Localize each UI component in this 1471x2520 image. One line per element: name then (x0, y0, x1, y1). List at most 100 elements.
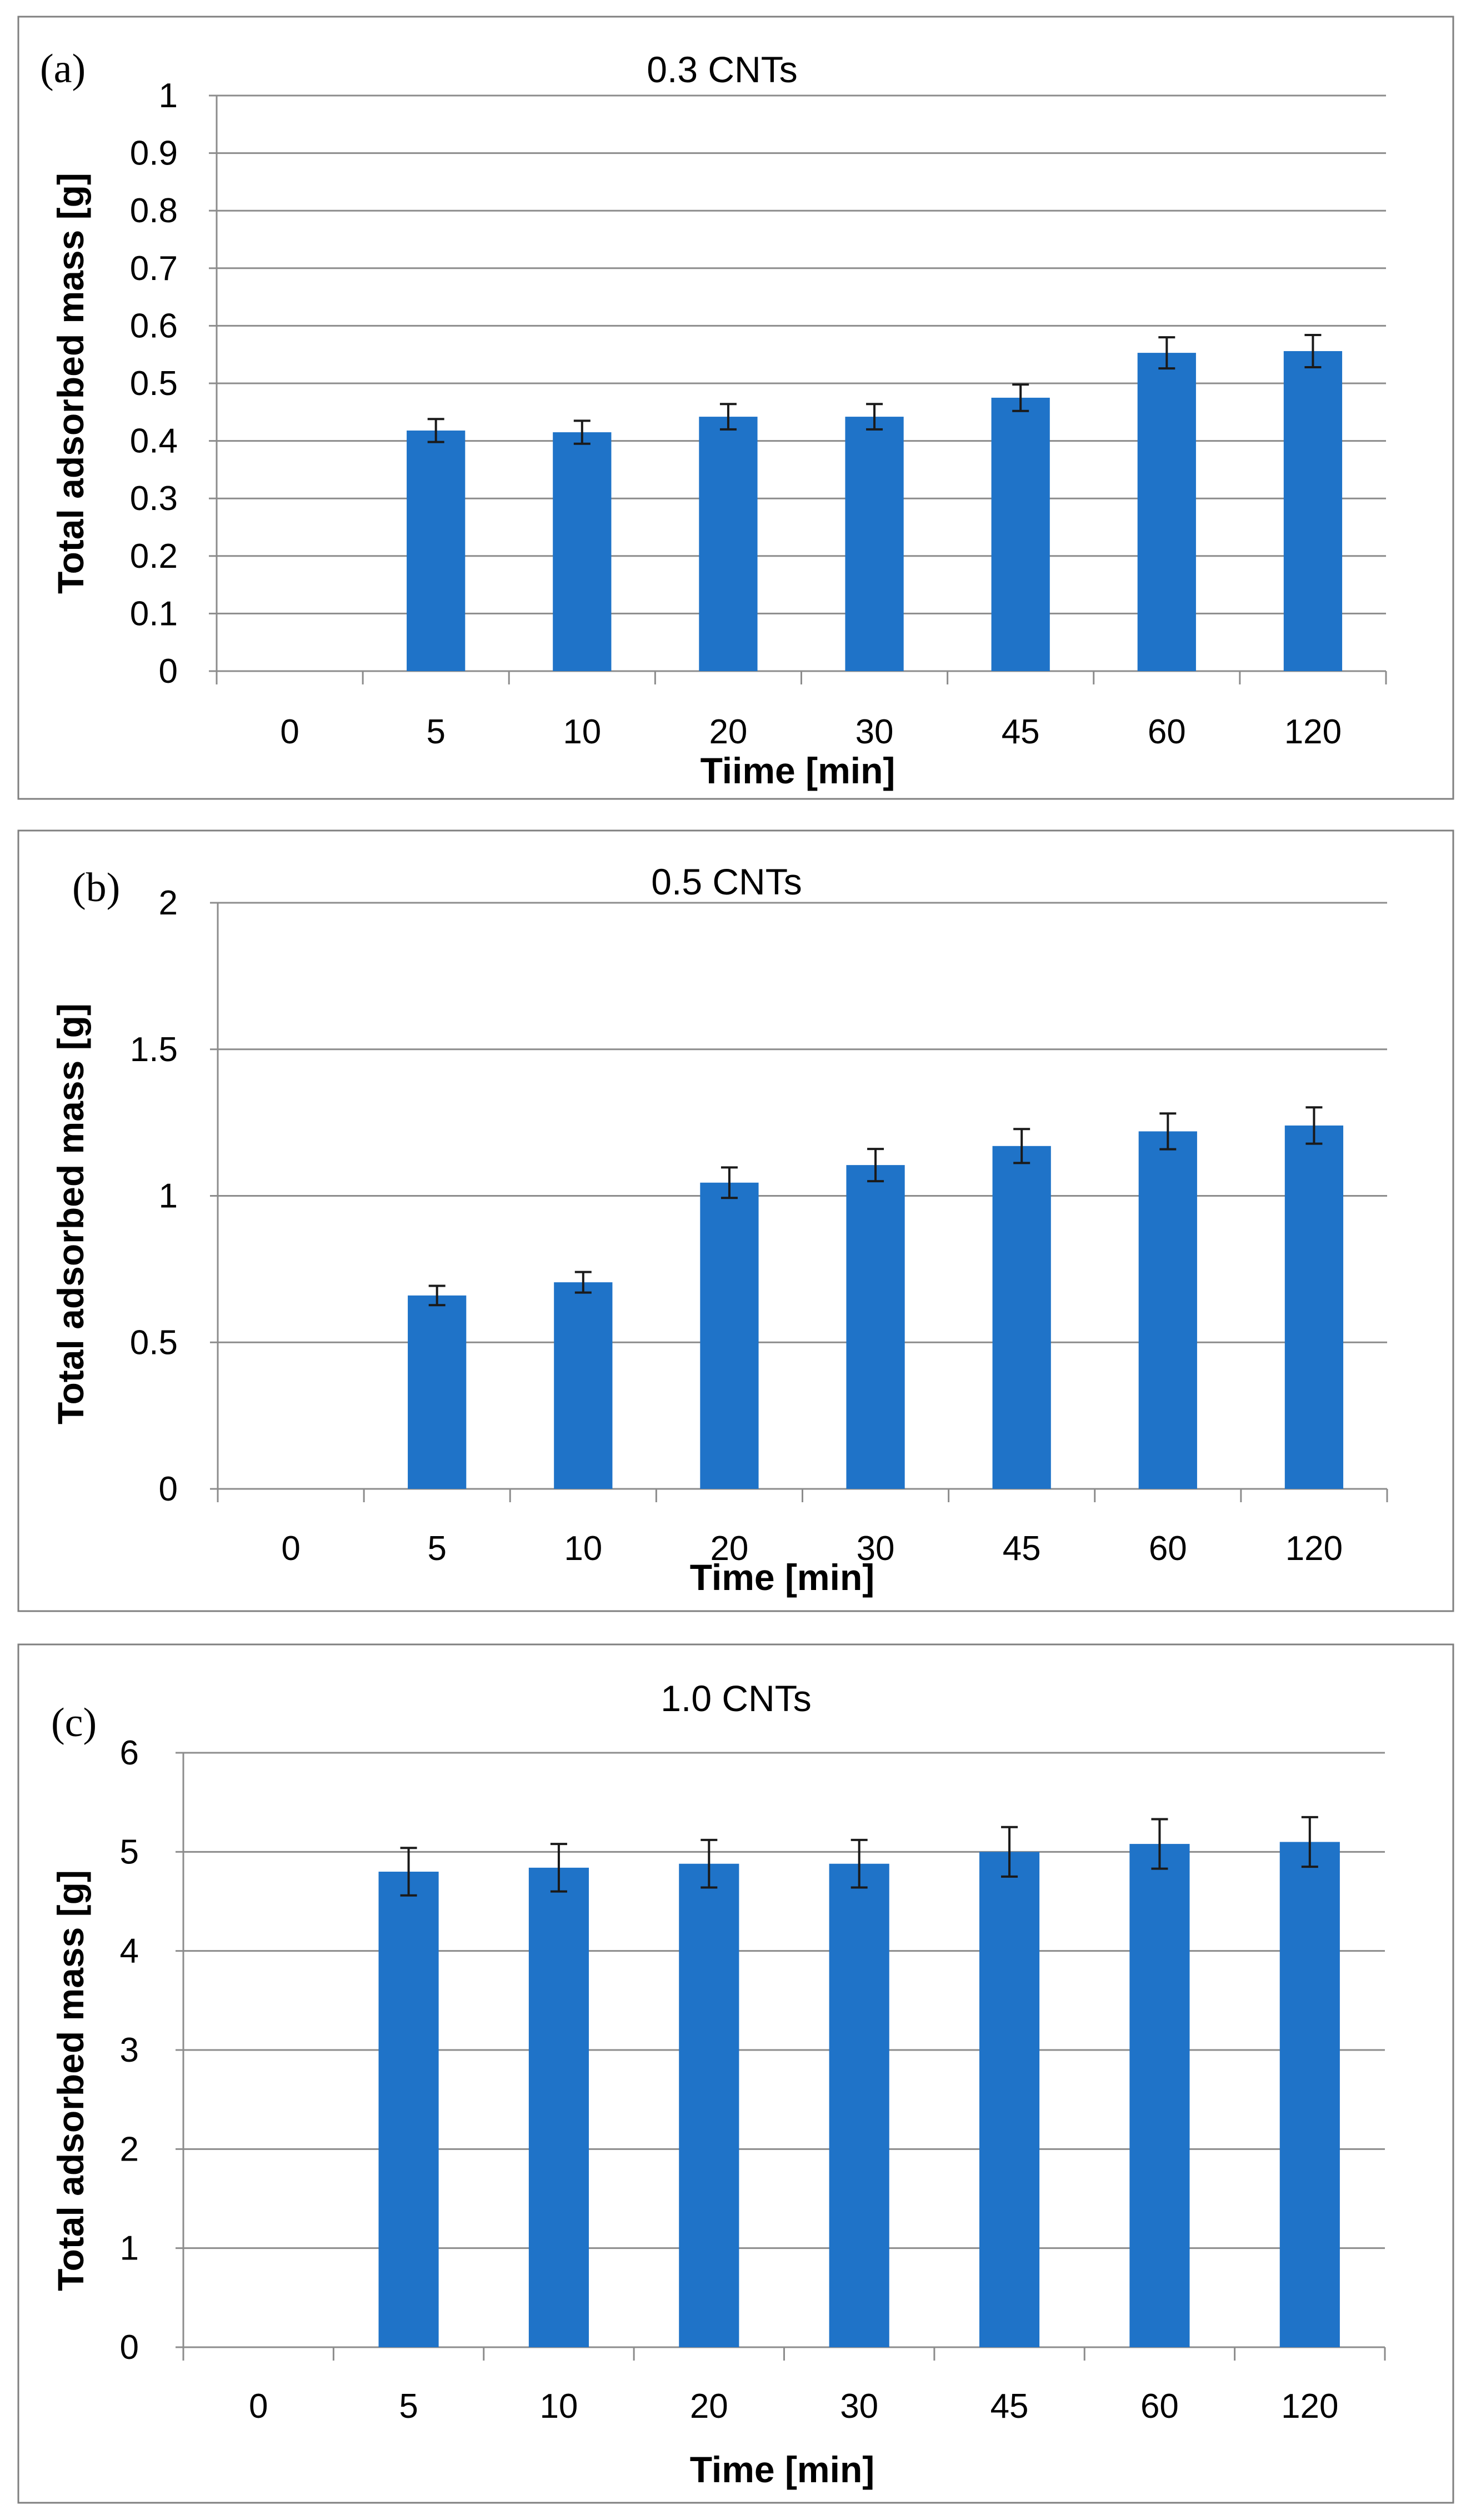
y-tick-label: 2 (120, 2130, 139, 2168)
x-tick-label: 30 (857, 1529, 895, 1568)
bar-30 (846, 1165, 905, 1489)
x-tick-label: 10 (563, 713, 601, 751)
x-axis-title: Time [min] (690, 1557, 874, 1598)
x-tick-label: 60 (1148, 713, 1186, 751)
y-tick-label: 1 (159, 77, 178, 115)
y-tick-label: 0.3 (130, 479, 178, 518)
panel-b: (b) 0.5 CNTs 00.511.520 5 10 20 30 45 60 120 To… (17, 829, 1454, 1612)
y-tick-label: 0.1 (130, 594, 178, 633)
plot-area: 00.511.520 5 10 20 30 45 60 120 (130, 884, 1388, 1568)
bar-120 (1283, 351, 1343, 671)
panel-a: (a) 0.3 CNTs 0 0.1 0.2 0.3 0.4 0.5 0.6 0.7 0.8 0.… (17, 16, 1454, 800)
x-tick-label: 20 (690, 2387, 728, 2426)
error-bar-45 (1012, 383, 1029, 412)
bar-30 (829, 1863, 889, 2347)
chart-title: 1.0 CNTs (661, 1678, 811, 1719)
y-axis-title: Total adsorbed mass [g] (50, 1870, 91, 2291)
bar-120 (1284, 1125, 1344, 1489)
y-tick-label: 0.7 (130, 249, 178, 288)
y-tick-label: 0.9 (130, 134, 178, 173)
x-axis-title: Tiime [min] (701, 750, 895, 791)
error-bar-20 (721, 1166, 738, 1199)
y-tick-label: 0.2 (130, 537, 178, 576)
plot-area: 00.10.20.30.40.50.60.70.80.910 5 10 20 30 45 6… (130, 77, 1387, 751)
panel-letter: (a) (40, 46, 86, 92)
panel-letter: (b) (72, 865, 120, 911)
bar-20 (679, 1863, 739, 2347)
bar-20 (699, 417, 758, 671)
bar-5 (408, 1295, 467, 1489)
x-tick-label: 5 (399, 2387, 418, 2426)
x-tick-label: 20 (710, 1529, 748, 1568)
x-tick-label: 120 (1284, 713, 1342, 751)
bar-5 (378, 1872, 439, 2347)
bar-60 (1129, 1844, 1190, 2347)
bar-10 (528, 1867, 589, 2347)
bar-60 (1137, 353, 1196, 671)
y-tick-label: 1.5 (130, 1031, 178, 1069)
error-bar-30 (867, 1148, 884, 1183)
error-bar-45 (1001, 1826, 1018, 1878)
y-tick-label: 5 (120, 1833, 139, 1871)
y-tick-label: 2 (159, 884, 178, 922)
panel-frame (17, 16, 1454, 800)
chart-title: 0.5 CNTs (651, 861, 802, 902)
error-bar-20 (701, 1838, 718, 1889)
y-tick-label: 1 (159, 1177, 178, 1216)
y-tick-label: 3 (120, 2031, 139, 2069)
error-bar-10 (550, 1843, 567, 1893)
error-bar-60 (1151, 1818, 1168, 1870)
x-tick-label: 45 (1003, 1529, 1041, 1568)
bar-60 (1138, 1131, 1197, 1489)
error-bar-30 (866, 403, 883, 431)
error-bar-30 (850, 1838, 868, 1889)
y-tick-label: 0.4 (130, 422, 178, 461)
y-tick-label: 0 (159, 1470, 178, 1508)
bar-20 (700, 1182, 759, 1489)
error-bar-10 (573, 419, 591, 445)
bar-10 (554, 1282, 613, 1489)
bar-30 (845, 417, 904, 671)
x-tick-label: 60 (1140, 2387, 1179, 2426)
y-tick-label: 0 (120, 2328, 139, 2367)
y-axis-title: Total adsorbed mass [g] (50, 1003, 91, 1424)
y-tick-label: 0.5 (130, 1323, 178, 1362)
panel-letter: (c) (51, 1700, 97, 1746)
error-bar-120 (1301, 1816, 1318, 1868)
bar-45 (992, 1146, 1051, 1489)
x-tick-label: 5 (427, 1529, 446, 1568)
error-bar-60 (1158, 336, 1175, 370)
error-bar-5 (400, 1847, 417, 1897)
x-tick-label: 20 (709, 713, 747, 751)
y-tick-label: 1 (120, 2229, 139, 2268)
bar-10 (553, 432, 612, 671)
x-axis-title: Time [min] (690, 2449, 874, 2490)
error-bar-120 (1304, 333, 1322, 368)
x-tick-label: 120 (1281, 2387, 1338, 2426)
bar-120 (1279, 1842, 1340, 2347)
x-tick-label: 45 (990, 2387, 1029, 2426)
bar-45 (979, 1852, 1040, 2347)
error-bar-10 (574, 1271, 592, 1294)
y-tick-label: 0.8 (130, 192, 178, 230)
x-tick-label: 0 (280, 713, 299, 751)
y-tick-label: 4 (120, 1932, 139, 1971)
error-bar-120 (1305, 1106, 1323, 1145)
x-tick-label: 45 (1002, 713, 1040, 751)
x-tick-label: 5 (426, 713, 445, 751)
y-tick-label: 6 (120, 1734, 139, 1772)
x-tick-label: 10 (539, 2387, 578, 2426)
y-tick-label: 0.6 (130, 307, 178, 345)
error-bar-60 (1159, 1112, 1177, 1151)
y-tick-label: 0 (159, 652, 178, 691)
bar-45 (991, 397, 1050, 671)
error-bar-45 (1013, 1128, 1030, 1164)
bar-5 (407, 430, 466, 671)
chart-title: 0.3 CNTs (647, 49, 797, 90)
error-bar-5 (428, 1284, 446, 1307)
x-tick-label: 0 (281, 1529, 300, 1568)
y-axis-title: Total adsorbed mass [g] (50, 173, 91, 594)
